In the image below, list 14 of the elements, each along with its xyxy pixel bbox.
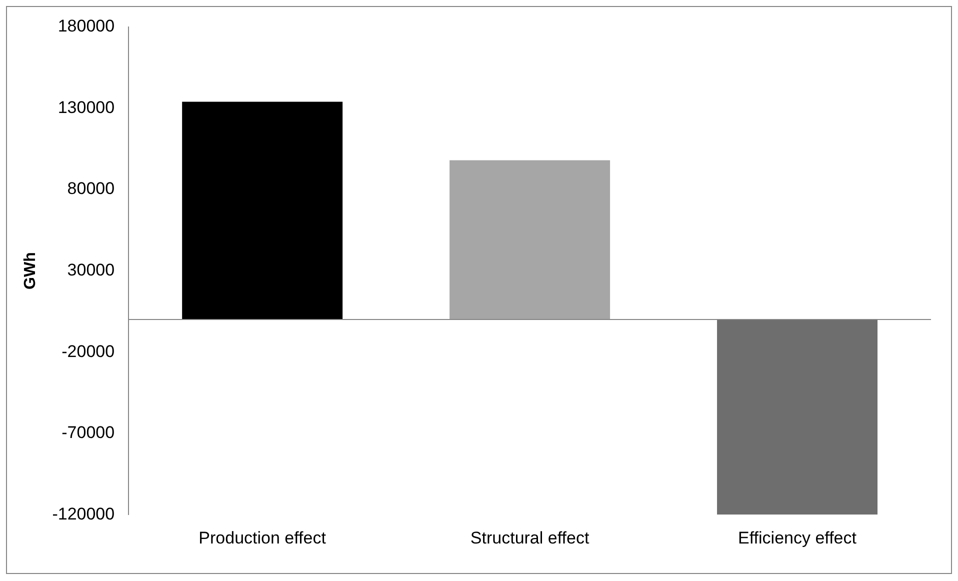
y-tick-label: -20000 xyxy=(62,342,115,361)
y-tick-label: 180000 xyxy=(58,16,115,36)
y-axis-title: GWh xyxy=(22,252,40,290)
x-tick-label: Production effect xyxy=(198,528,326,548)
y-tick-label: -120000 xyxy=(52,504,115,524)
x-tick-label: Efficiency effect xyxy=(738,528,857,548)
y-tick-label: 80000 xyxy=(67,179,115,198)
y-tick-label: 30000 xyxy=(67,260,115,280)
y-tick-label: 130000 xyxy=(58,98,115,117)
x-tick-label: Structural effect xyxy=(470,528,590,548)
bar xyxy=(182,102,343,320)
bar xyxy=(450,160,610,320)
bar xyxy=(717,320,878,515)
y-tick-label: -70000 xyxy=(62,423,115,442)
